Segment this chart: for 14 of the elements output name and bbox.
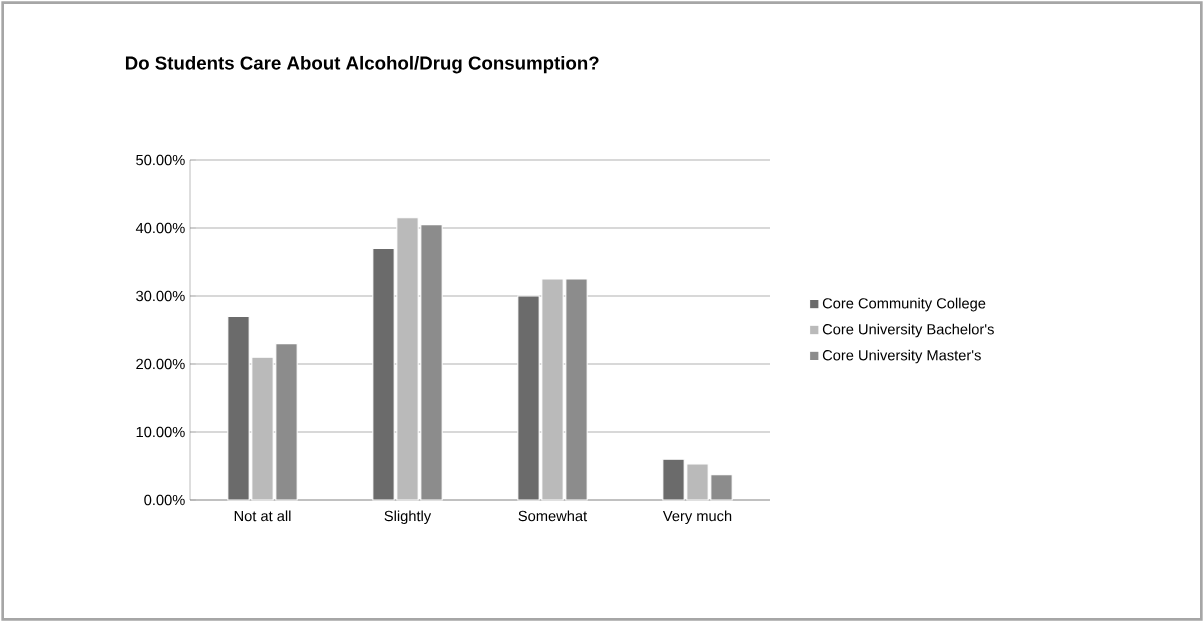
y-tick-label: 20.00% [136, 358, 185, 370]
y-tick-label: 50.00% [136, 154, 185, 166]
y-tick-label: 40.00% [135, 222, 185, 234]
legend-label: Core Community College [822, 297, 986, 312]
y-tick-label: 0.00% [144, 494, 185, 506]
y-tick-label: 10.00% [136, 426, 185, 438]
x-tick-label: Slightly [384, 510, 432, 525]
legend-label: Core University Bachelor's [822, 323, 994, 338]
legend-label: Core University Master's [822, 349, 981, 364]
chart-title: Do Students Care About Alcohol/Drug Consumption? [125, 55, 599, 74]
x-tick-label: Not at all [234, 510, 291, 522]
x-tick-label: Somewhat [518, 510, 588, 522]
x-tick-label: Very much [662, 510, 732, 525]
y-tick-label: 30.00% [136, 290, 185, 302]
